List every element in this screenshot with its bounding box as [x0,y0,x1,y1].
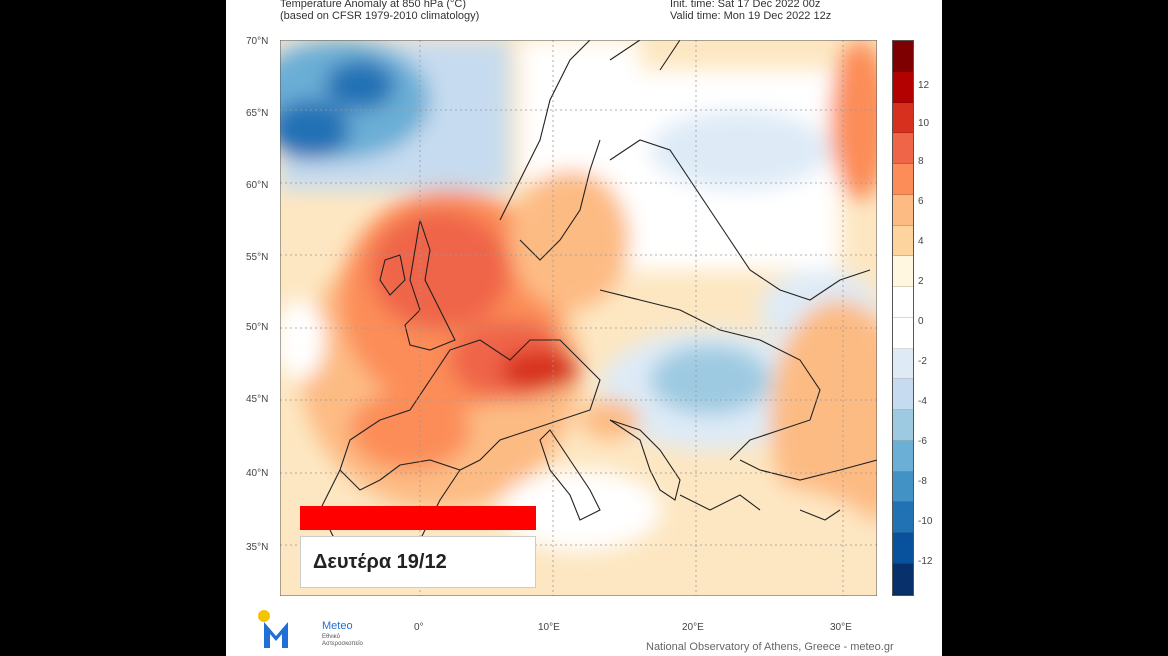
date-accent-bar [300,506,536,530]
logo-name: Meteo [322,620,353,632]
colorbar-segment [893,348,913,380]
init-time: Init. time: Sat 17 Dec 2022 00z [670,0,821,10]
lat-label-40: 40°N [246,468,269,479]
map-title: Temperature Anomaly at 850 hPa (°C) (bas… [280,0,479,22]
colorbar [892,40,914,596]
colorbar-segment [893,564,913,595]
colorbar-segment [893,317,913,349]
logo-tagline-2: Αστεροσκοπείο [322,641,363,647]
colorbar-label: 6 [918,196,924,207]
colorbar-label: 4 [918,236,924,247]
lat-label-45: 45°N [246,394,269,405]
colorbar-label: 12 [918,80,930,91]
credit-text: National Observatory of Athens, Greece -… [646,641,894,653]
lat-label-70: 70°N [246,36,269,47]
colorbar-label: -8 [918,476,927,487]
colorbar-label: 2 [918,276,924,287]
colorbar-segment [893,471,913,503]
lat-label-65: 65°N [246,108,269,119]
colorbar-label: 8 [918,156,924,167]
colorbar-label: -6 [918,436,927,447]
colorbar-segment [893,502,913,534]
meteo-logo-icon [258,610,288,648]
date-box: Δευτέρα 19/12 [300,536,536,588]
colorbar-label: -2 [918,356,927,367]
colorbar-segment [893,287,913,318]
meteo-logo: Meteo Εθνικό Αστεροσκοπείο [256,608,366,654]
logo-tagline-1: Εθνικό [322,634,340,640]
colorbar-segment [893,133,913,165]
colorbar-label: 0 [918,316,924,327]
colorbar-segment [893,164,913,195]
colorbar-segment [893,194,913,226]
anomaly-map [280,40,877,596]
lon-label-0: 0° [414,622,424,633]
colorbar-segment [893,410,913,441]
colorbar-segment [893,71,913,103]
time-info: Init. time: Sat 17 Dec 2022 00z Valid ti… [670,0,831,22]
colorbar-segment [893,256,913,288]
colorbar-label: -10 [918,516,933,527]
colorbar-segment [893,102,913,134]
colorbar-segment [893,533,913,565]
colorbar-segment [893,440,913,472]
forecast-panel: Temperature Anomaly at 850 hPa (°C) (bas… [226,0,942,656]
valid-time: Valid time: Mon 19 Dec 2022 12z [670,10,832,22]
lon-label-20e: 20°E [682,622,704,633]
lat-label-50: 50°N [246,322,269,333]
date-label: Δευτέρα 19/12 [313,551,447,573]
lon-label-30e: 30°E [830,622,852,633]
title-line-2: (based on CFSR 1979-2010 climatology) [280,10,480,22]
colorbar-label: 10 [918,118,930,129]
title-line-1: Temperature Anomaly at 850 hPa (°C) [280,0,466,10]
lat-label-35: 35°N [246,542,269,553]
lat-label-60: 60°N [246,180,269,191]
colorbar-label: -4 [918,396,927,407]
colorbar-segment [893,379,913,411]
colorbar-segment [893,41,913,72]
colorbar-label: -12 [918,556,933,567]
lat-label-55: 55°N [246,252,269,263]
colorbar-segment [893,225,913,257]
lon-label-10e: 10°E [538,622,560,633]
